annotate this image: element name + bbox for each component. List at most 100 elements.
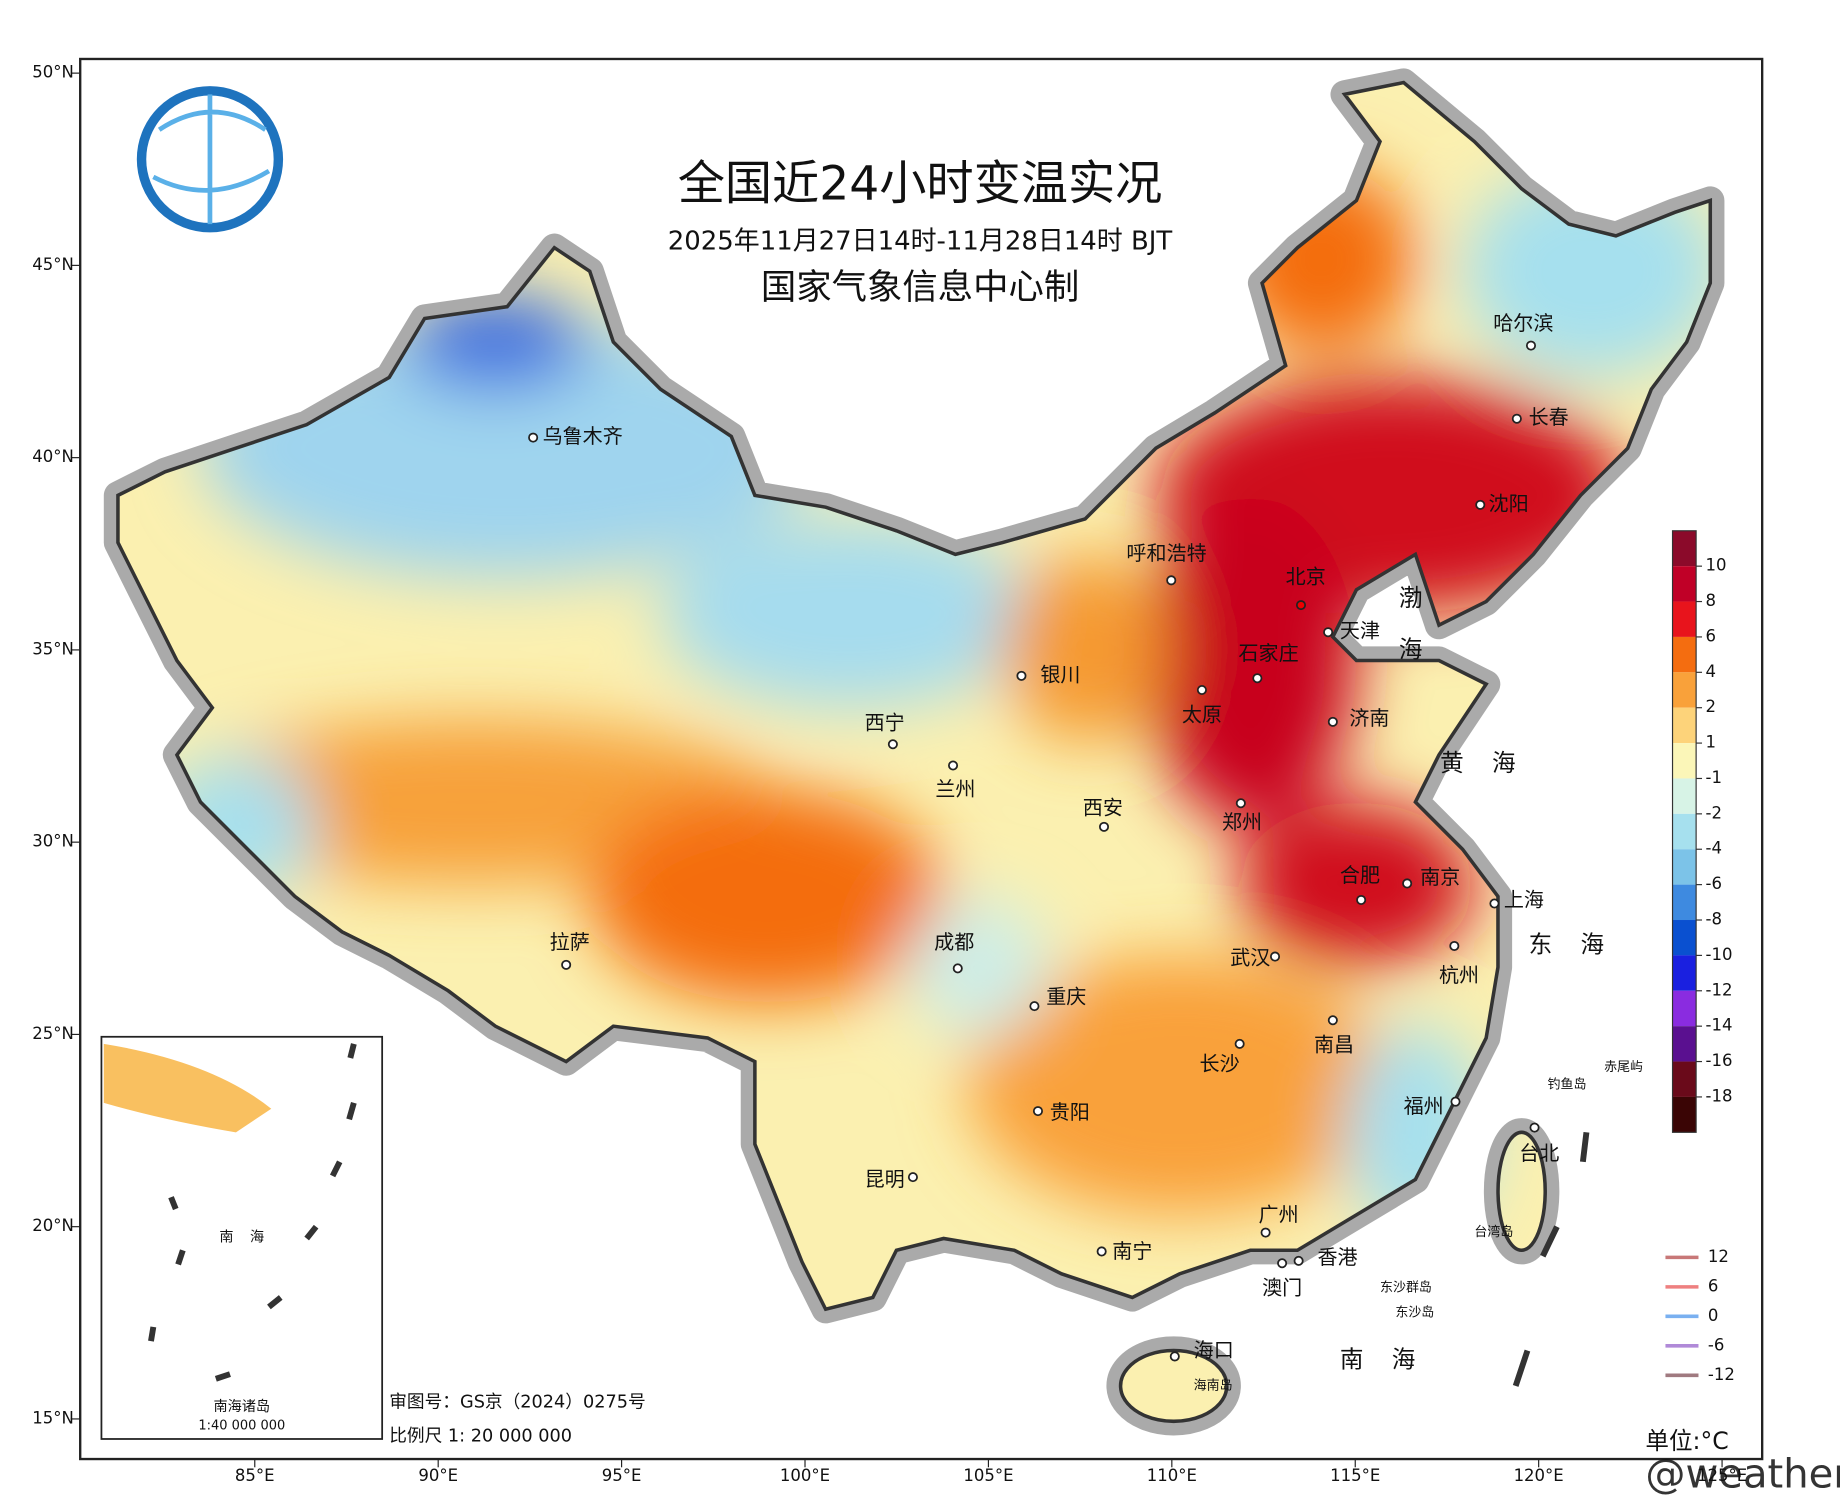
lon-label: 100°E — [780, 1466, 830, 1485]
city-dot — [1489, 898, 1500, 909]
city-dot — [1529, 1122, 1540, 1133]
lat-label: 15°N — [32, 1408, 74, 1427]
city-dot — [907, 1172, 918, 1183]
subtitle: 2025年11月27日14时-11月28日14时 BJT — [668, 226, 1173, 256]
colorbar-cell — [1672, 813, 1697, 850]
island-label: 海南岛 — [1194, 1377, 1233, 1393]
city-label: 石家庄 — [1238, 641, 1298, 665]
scale: 比例尺 1: 20 000 000 — [389, 1426, 572, 1447]
city-dot — [1270, 951, 1281, 962]
colorbar-cell — [1672, 920, 1697, 956]
colorbar-cell — [1672, 1096, 1697, 1133]
city-label: 南昌 — [1314, 1033, 1354, 1057]
city-label: 武汉 — [1230, 945, 1270, 969]
colorbar-label: -14 — [1706, 1016, 1733, 1035]
city-label: 福州 — [1404, 1094, 1444, 1118]
colorbar-cell — [1672, 778, 1697, 814]
city-label: 香港 — [1318, 1245, 1358, 1269]
city-label: 西宁 — [865, 711, 905, 735]
colorbar-label: -6 — [1706, 874, 1722, 893]
city-dot — [1277, 1258, 1288, 1269]
unit: 单位:°C — [1645, 1427, 1728, 1455]
colorbar-label: -4 — [1706, 839, 1722, 858]
city-dot — [1196, 684, 1207, 696]
lat-label: 35°N — [32, 639, 74, 658]
city-label: 济南 — [1349, 706, 1389, 730]
city-dot — [1450, 1096, 1461, 1107]
city-label: 呼和浩特 — [1126, 541, 1206, 565]
inset-land — [103, 1043, 272, 1133]
isoline-label: -12 — [1708, 1365, 1735, 1384]
lon-label: 110°E — [1147, 1466, 1197, 1485]
city-dot — [1475, 499, 1486, 510]
city-dot — [1234, 1038, 1245, 1049]
city-dot — [1252, 673, 1263, 684]
logo-mark — [152, 94, 271, 225]
city-label: 广州 — [1259, 1203, 1299, 1227]
city-label: 兰州 — [935, 777, 975, 801]
lon-label: 125°E — [1697, 1466, 1747, 1485]
colorbar-cell — [1672, 601, 1697, 637]
isoline-label: -6 — [1708, 1335, 1724, 1354]
approval: 审图号：GS京（2024）0275号 — [389, 1391, 645, 1412]
colorbar-label: -12 — [1706, 980, 1733, 999]
city-dot — [1511, 413, 1522, 424]
city-label: 昆明 — [865, 1167, 905, 1191]
city-dot — [1449, 940, 1460, 951]
city-dot — [1032, 1106, 1043, 1117]
city-dot — [1235, 798, 1246, 809]
colorbar-label: -18 — [1706, 1086, 1733, 1105]
city-label: 长沙 — [1200, 1052, 1240, 1076]
frame — [79, 57, 1764, 1461]
city-label: 太原 — [1182, 702, 1222, 726]
city-label: 乌鲁木齐 — [543, 424, 623, 448]
colorbar-cell — [1672, 1061, 1697, 1097]
colorbar-label: -2 — [1706, 803, 1722, 822]
inset-title: 南海诸岛 — [214, 1399, 271, 1415]
colorbar-cell — [1672, 990, 1697, 1027]
colorbar-label: 10 — [1706, 556, 1727, 575]
island-label: 赤尾屿 — [1604, 1060, 1643, 1075]
colorbar-label: -8 — [1706, 910, 1722, 929]
lat-label: 20°N — [32, 1216, 74, 1235]
colorbar-cell — [1672, 707, 1697, 744]
city-dot — [1169, 1351, 1180, 1362]
city-dot — [1327, 716, 1338, 727]
colorbar-label: -10 — [1706, 945, 1733, 964]
isoline-label: 12 — [1708, 1247, 1729, 1266]
city-dot — [561, 959, 572, 970]
city-dot — [1016, 670, 1027, 681]
lat-label: 50°N — [32, 63, 74, 82]
colorbar-label: 4 — [1706, 662, 1717, 681]
colorbar-cell — [1672, 955, 1697, 991]
city-label: 贵阳 — [1050, 1100, 1090, 1124]
lon-label: 90°E — [418, 1466, 458, 1485]
island-label: 东沙群岛 — [1380, 1280, 1432, 1296]
inset-sea: 南海 — [219, 1229, 280, 1245]
lon-label: 120°E — [1514, 1466, 1564, 1485]
city-dot — [528, 432, 539, 443]
city-dot — [1295, 600, 1307, 611]
nine-dash-line — [148, 1043, 1590, 1387]
city-dot — [1356, 894, 1367, 905]
colorbar-label: -1 — [1706, 768, 1722, 787]
colorbar-label: -16 — [1706, 1051, 1733, 1070]
colorbar-cell — [1672, 849, 1697, 885]
city-dot — [1096, 1246, 1107, 1257]
city-label: 北京 — [1286, 564, 1326, 588]
city-label: 成都 — [934, 930, 974, 954]
producer: 国家气象信息中心制 — [761, 267, 1079, 308]
sea-label: 东海 — [1529, 930, 1633, 958]
colorbar-cell — [1672, 884, 1697, 921]
city-label: 天津 — [1340, 619, 1380, 643]
city-label: 合肥 — [1340, 863, 1380, 887]
city-dot — [1323, 627, 1334, 638]
colorbar-label: 1 — [1706, 733, 1717, 752]
city-label: 重庆 — [1046, 984, 1086, 1008]
colorbar-cell — [1672, 672, 1697, 708]
city-label: 澳门 — [1262, 1276, 1302, 1300]
city-label: 海口 — [1194, 1338, 1234, 1362]
city-dot — [1293, 1255, 1304, 1266]
island-label: 东沙岛 — [1395, 1304, 1434, 1320]
